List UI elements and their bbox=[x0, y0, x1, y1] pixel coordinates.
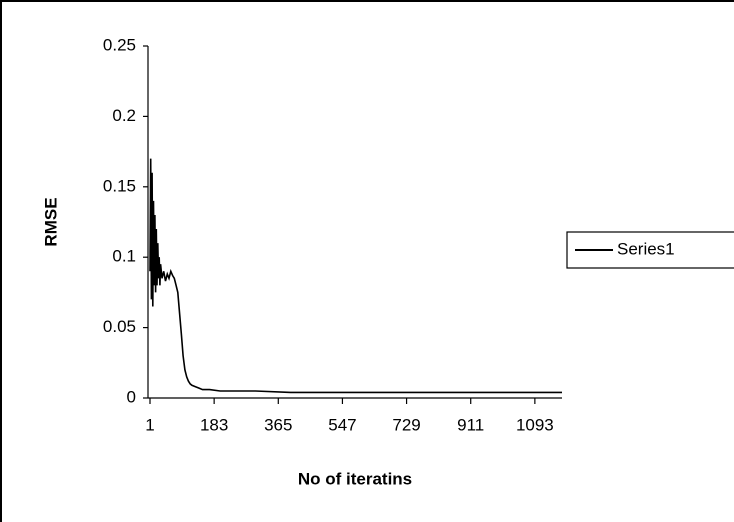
y-tick-label: 0.1 bbox=[112, 247, 136, 266]
y-tick-label: 0.05 bbox=[103, 317, 136, 336]
legend-label: Series1 bbox=[617, 239, 675, 258]
y-tick-label: 0.15 bbox=[103, 176, 136, 195]
x-tick-label: 547 bbox=[328, 415, 356, 434]
series-line bbox=[149, 158, 562, 394]
x-tick-label: 365 bbox=[264, 415, 292, 434]
x-tick-label: 183 bbox=[200, 415, 228, 434]
y-tick-label: 0.2 bbox=[112, 106, 136, 125]
x-axis-label: No of iteratins bbox=[298, 469, 412, 488]
y-tick-label: 0 bbox=[127, 387, 136, 406]
x-tick-label: 729 bbox=[392, 415, 420, 434]
x-tick-label: 1093 bbox=[516, 415, 554, 434]
x-tick-label: 1 bbox=[145, 415, 154, 434]
y-axis-label: RMSE bbox=[41, 197, 60, 246]
x-tick-label: 911 bbox=[457, 415, 484, 434]
y-tick-label: 0.25 bbox=[103, 35, 136, 54]
